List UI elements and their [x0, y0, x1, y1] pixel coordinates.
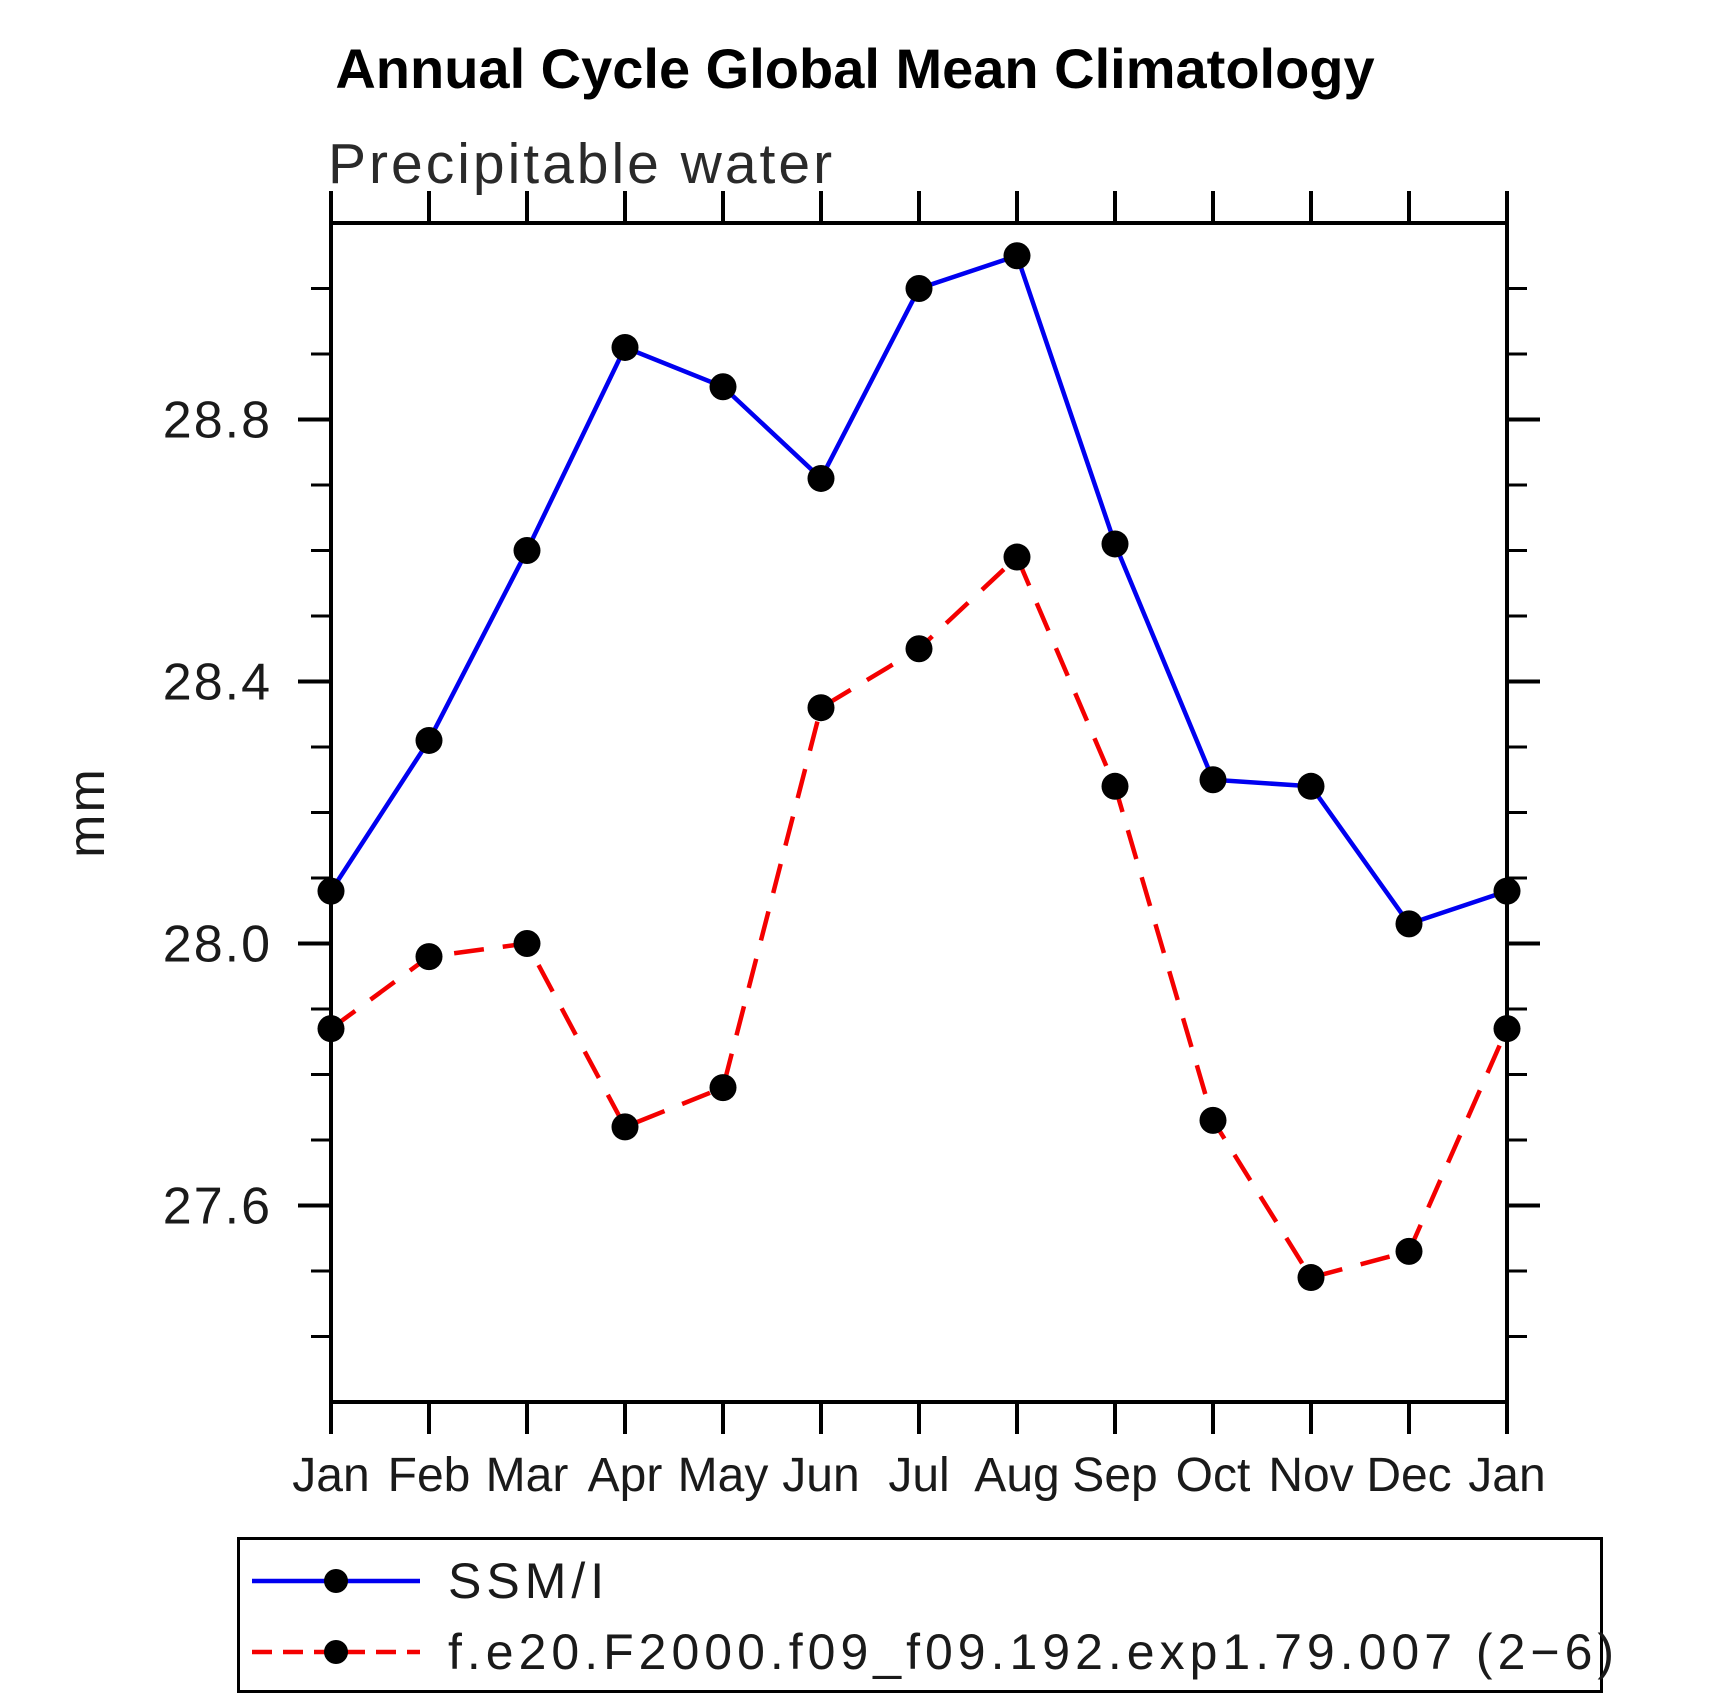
series-1-point: [1395, 1237, 1423, 1265]
legend-entry-ssmi: SSM/I: [246, 1553, 609, 1609]
series-0-point: [513, 537, 541, 564]
series-0-line: [329, 252, 1508, 927]
x-tick-label: Feb: [388, 1449, 471, 1502]
chart-title: Annual Cycle Global Mean Climatology: [335, 37, 1375, 100]
legend-entry-model: f.e20.F2000.f09_f09.192.exp1.79.007 (2−6…: [246, 1624, 1619, 1680]
series-1-point: [1101, 772, 1129, 800]
x-tick-label: Jun: [782, 1449, 859, 1502]
y-tick-label: 28.8: [163, 392, 272, 450]
series-1-point: [807, 694, 835, 722]
x-tick-label: Jan: [1468, 1449, 1545, 1502]
x-tick-label: Jan: [292, 1449, 369, 1502]
x-tick-label: Mar: [486, 1449, 569, 1502]
chart-subtitle: Precipitable water: [328, 132, 836, 196]
x-tick-label: Nov: [1268, 1449, 1353, 1502]
series-1-point: [905, 635, 933, 663]
series-0-point: [415, 726, 443, 754]
legend-marker-0: [324, 1569, 348, 1593]
series-1-point: [513, 930, 541, 957]
series-1-point: [709, 1074, 737, 1102]
legend-line-sample-ssmi: [252, 1569, 420, 1593]
series-1-point: [415, 943, 443, 971]
x-tick-label: May: [678, 1449, 769, 1502]
legend-marker-1: [324, 1640, 348, 1664]
x-tick-label: Sep: [1072, 1449, 1157, 1502]
series-0-point: [317, 877, 345, 905]
y-axis-label: mm: [58, 767, 116, 858]
legend-label-model: f.e20.F2000.f09_f09.192.exp1.79.007 (2−6…: [448, 1624, 1620, 1680]
series-0-point: [1199, 766, 1227, 794]
series-0-point: [1297, 772, 1325, 800]
series-0-point: [611, 333, 639, 361]
series-0-point: [807, 464, 835, 492]
x-tick-label: Dec: [1366, 1449, 1451, 1502]
series-0-point: [1003, 242, 1031, 270]
series-1-point: [611, 1113, 639, 1141]
series-0-point: [1101, 530, 1129, 558]
series-1-point: [1199, 1106, 1227, 1134]
series-0-point: [905, 275, 933, 302]
series-1-point: [1297, 1264, 1325, 1292]
x-tick-label: Jul: [888, 1449, 949, 1502]
series-0-point: [1395, 910, 1423, 938]
legend: SSM/I f.e20.F2000.f09_f09.192.exp1.79.00…: [237, 1537, 1614, 1693]
series-1-point: [1493, 1015, 1521, 1043]
y-tick-label: 27.6: [163, 1178, 272, 1236]
x-tick-label: Apr: [588, 1449, 663, 1502]
series-1-point: [317, 1015, 345, 1043]
x-tick-label: Oct: [1176, 1449, 1251, 1502]
x-tick-label: Aug: [974, 1449, 1059, 1502]
series-1-line: [329, 553, 1510, 1281]
legend-label-ssmi: SSM/I: [448, 1553, 610, 1609]
y-tick-label: 28.4: [163, 654, 272, 712]
series-0-point: [1493, 877, 1521, 905]
series-0-point: [709, 373, 737, 401]
y-tick-label: 28.0: [163, 916, 272, 974]
series-1-point: [1003, 543, 1031, 571]
legend-line-sample-model: [252, 1640, 420, 1664]
